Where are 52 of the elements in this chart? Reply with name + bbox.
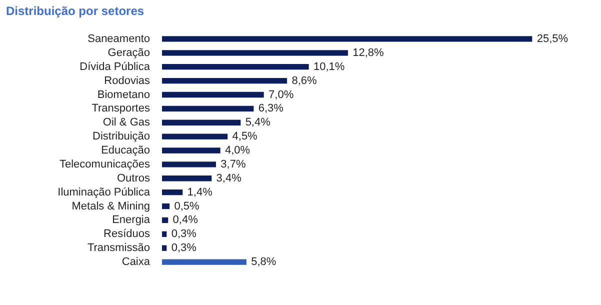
- bar: [162, 259, 246, 265]
- y-tick-label: Saneamento: [88, 33, 150, 45]
- data-label: 1,4%: [187, 186, 213, 198]
- y-tick-label: Distribuição: [92, 130, 150, 143]
- y-tick-label: Transmissão: [87, 242, 150, 254]
- y-tick-label: Biometano: [97, 88, 150, 101]
- data-label: 25,5%: [536, 33, 568, 45]
- bar: [162, 50, 348, 56]
- y-tick-label: Transportes: [92, 102, 150, 115]
- data-label: 4,5%: [232, 130, 258, 143]
- bar: [162, 106, 254, 112]
- bar: [162, 245, 167, 251]
- y-tick-label: Rodovias: [104, 74, 150, 87]
- bar: [162, 203, 170, 210]
- data-label: 10,1%: [313, 60, 345, 73]
- y-tick-label: Energia: [112, 214, 151, 226]
- data-label: 0,5%: [174, 200, 200, 212]
- data-label: 6,3%: [258, 102, 284, 115]
- y-tick-label: Resíduos: [104, 228, 150, 240]
- bar: [162, 36, 532, 42]
- data-label: 12,8%: [352, 46, 384, 59]
- bar: [162, 231, 167, 237]
- bar: [162, 78, 288, 84]
- data-label: 0,3%: [171, 228, 197, 240]
- data-label: 5,4%: [245, 116, 271, 129]
- bar: [162, 217, 168, 224]
- chart-title: Distribuição por setores: [6, 4, 144, 18]
- data-label: 4,0%: [225, 144, 250, 157]
- bar: [162, 176, 212, 182]
- data-label: 7,0%: [268, 88, 294, 101]
- data-label: 3,7%: [220, 158, 246, 170]
- y-tick-label: Outros: [116, 172, 150, 184]
- bar: [162, 64, 309, 70]
- data-label: 8,6%: [292, 74, 318, 87]
- bar: [162, 120, 241, 126]
- bar: [162, 189, 183, 196]
- bar: [162, 162, 216, 168]
- data-label: 3,4%: [216, 172, 242, 184]
- y-tick-label: Metals & Mining: [72, 200, 150, 212]
- y-tick-label: Telecomunicações: [60, 158, 150, 170]
- data-label: 5,8%: [251, 256, 276, 268]
- bar: [162, 92, 264, 98]
- bar: [162, 148, 220, 154]
- y-tick-label: Oil & Gas: [102, 116, 150, 129]
- y-tick-label: Dívida Pública: [80, 60, 151, 73]
- y-tick-label: Caixa: [122, 256, 151, 268]
- data-label: 0,3%: [171, 242, 197, 254]
- bar: [162, 134, 228, 140]
- y-tick-label: Geração: [108, 46, 150, 59]
- y-tick-label: Educação: [101, 144, 150, 157]
- y-tick-label: Iluminação Pública: [58, 186, 151, 198]
- data-label: 0,4%: [172, 214, 198, 226]
